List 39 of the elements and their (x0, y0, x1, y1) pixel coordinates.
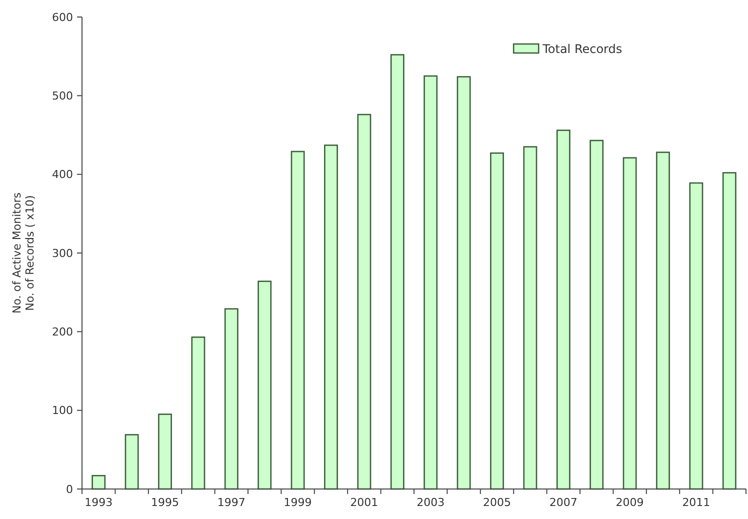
x-tick-label: 2005 (483, 496, 511, 509)
bar (158, 414, 172, 490)
bar (92, 474, 106, 490)
y-tick-label: 500 (52, 90, 73, 103)
bar (390, 54, 404, 490)
y-tick-label: 100 (52, 404, 73, 418)
bar (124, 434, 139, 490)
x-tick-label: 1999 (284, 496, 312, 509)
x-tick-label: 2011 (682, 496, 710, 509)
bar (722, 172, 736, 490)
bar (556, 130, 570, 490)
bar (456, 76, 471, 490)
bar (490, 152, 504, 490)
x-tick-label: 2001 (350, 496, 378, 509)
y-tick-label: 200 (52, 326, 73, 339)
y-tick-label: 300 (52, 246, 73, 260)
bar (357, 114, 372, 490)
bar (656, 152, 670, 490)
bar (224, 308, 238, 490)
y-tick-label: 600 (52, 10, 73, 24)
x-tick-label: 2009 (616, 496, 644, 509)
x-tick-label: 2003 (416, 496, 445, 509)
x-tick-label: 1997 (217, 496, 246, 509)
bar (290, 150, 305, 490)
bar (324, 144, 338, 490)
x-tick-label: 2007 (549, 496, 578, 509)
bar (689, 182, 704, 490)
bar (590, 140, 604, 490)
x-tick-label: 1995 (151, 496, 179, 509)
y-tick-label: 400 (52, 168, 73, 182)
bar (258, 280, 272, 490)
bar (191, 336, 206, 490)
bar (523, 146, 538, 490)
x-tick-label: 1993 (84, 496, 113, 509)
y-tick-label: 0 (66, 482, 73, 496)
legend-label: Total Records (542, 42, 622, 56)
bar (424, 75, 438, 490)
bar (622, 157, 637, 490)
y-axis-title: No. of Active Monitors No. of Records ( x10) (10, 192, 37, 314)
